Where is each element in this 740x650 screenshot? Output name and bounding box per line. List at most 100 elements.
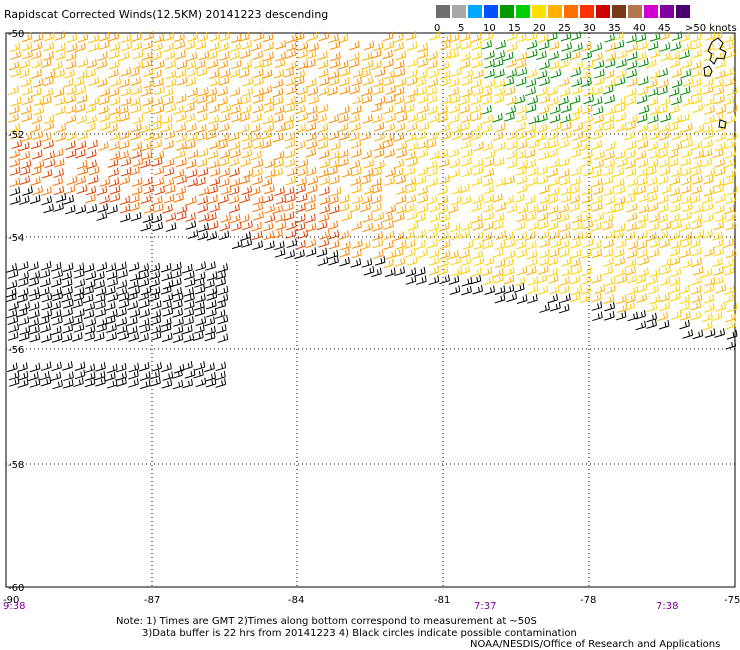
wind-barb [253,59,265,69]
wind-barb [272,87,284,98]
wind-barb [459,229,471,239]
wind-barb [647,158,659,169]
wind-barb [116,307,127,318]
wind-barb [691,159,702,170]
wind-barb [220,68,231,78]
wind-barb [361,94,373,104]
wind-barb [603,166,614,176]
wind-barb [31,165,42,176]
wind-barb [678,113,690,123]
wind-barb [615,150,626,160]
wind-barb [142,96,154,107]
wind-barb [231,221,242,232]
wind-barb [658,141,669,151]
wind-barb [701,157,712,168]
wind-barb [547,220,559,231]
wind-barb [338,148,349,159]
wind-barb [568,202,580,213]
wind-barb [242,168,254,178]
wind-barb [417,166,429,177]
wind-barb [548,96,559,106]
wind-barb [150,331,162,341]
wind-barb [603,294,615,304]
wind-barb [165,212,177,222]
wind-barb [240,49,251,59]
wind-barb [362,213,373,223]
wind-barb [526,40,538,50]
wind-barb [186,51,198,62]
wind-barb [626,274,638,284]
wind-barb [483,167,495,178]
wind-barb [671,220,683,230]
wind-barb [447,203,459,214]
wind-barb [282,202,294,212]
wind-barb [86,149,97,159]
wind-barb [559,230,571,241]
wind-barb [415,113,427,123]
wind-barb [581,104,593,115]
wind-barb [461,167,472,178]
wind-barb [616,303,628,314]
wind-barb [29,194,41,205]
wind-barb [209,32,221,42]
wind-barb [502,258,514,268]
wind-barb [186,122,197,133]
wind-barb [712,231,723,241]
wind-barb [692,329,704,340]
wind-barb [470,78,482,89]
wind-barb [549,176,561,187]
wind-barb [138,270,150,280]
wind-barb [547,148,558,158]
wind-barb [305,122,317,132]
wind-barb [724,194,736,205]
wind-barb [131,141,143,151]
wind-barb [66,33,78,43]
wind-barb [659,276,671,286]
wind-barb [21,112,33,123]
wind-barb [110,105,121,116]
wind-barb [33,96,45,107]
wind-barb [9,166,21,176]
wind-barb [215,270,226,280]
wind-barb [341,167,353,178]
wind-barb [462,130,473,141]
wind-barb [572,221,583,231]
wind-barb [648,114,659,124]
wind-barb [427,238,438,249]
wind-barb [176,132,187,143]
wind-barb [74,361,86,372]
wind-barb [220,213,231,223]
lon-label: -75 [724,595,740,606]
wind-barb [459,104,470,114]
legend-label: 25 [558,23,571,34]
wind-barb [667,157,679,168]
wind-barb [625,159,636,170]
wind-barb [393,231,405,242]
wind-barb [437,185,448,196]
wind-barb [172,308,183,318]
wind-barb [680,166,692,177]
wind-barb [62,361,73,371]
wind-barb [428,222,440,232]
wind-barb [217,86,229,97]
wind-barb [615,96,626,107]
wind-barb [626,60,638,70]
wind-barb [185,76,197,87]
wind-barb [329,58,341,69]
wind-barb [493,274,504,284]
wind-barb [516,175,528,185]
wind-barb [220,103,232,114]
wind-barb [138,361,150,372]
wind-barb [152,41,163,52]
wind-barb [305,222,317,233]
wind-barb [660,184,672,195]
wind-barb [194,271,206,282]
wind-barb [374,131,385,142]
wind-barb [307,105,318,115]
wind-barb [657,213,668,224]
wind-barb [139,323,151,334]
wind-barb [657,67,669,78]
wind-barb [153,150,165,161]
wind-barb [107,204,118,215]
wind-barb [19,175,31,185]
